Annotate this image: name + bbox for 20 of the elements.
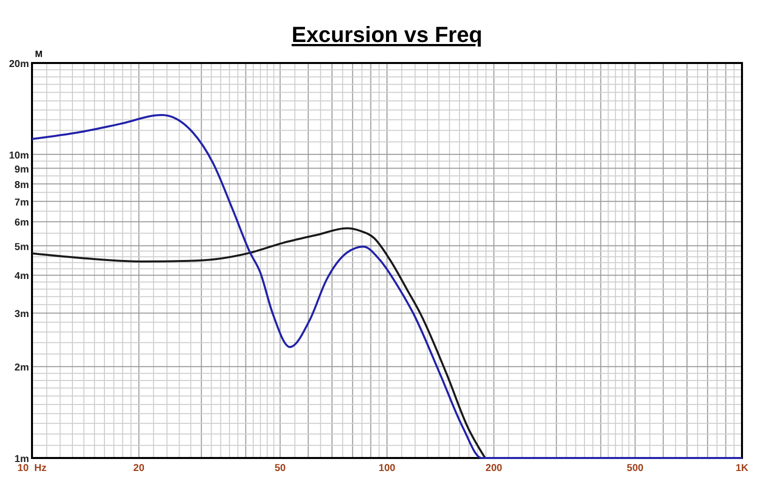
- y-tick-label: 5m: [14, 242, 30, 253]
- y-axis-title: M: [35, 49, 42, 59]
- y-tick-label: 7m: [14, 197, 30, 208]
- y-tick-label: 6m: [14, 218, 30, 229]
- x-tick-label: 10 Hz: [18, 463, 46, 474]
- y-tick-label: 1m: [14, 454, 30, 465]
- x-tick-label: 1K: [736, 463, 750, 474]
- y-tick-label: 4m: [14, 271, 30, 282]
- y-tick-label: 2m: [14, 362, 30, 374]
- y-tick-label: 8m: [14, 180, 30, 191]
- y-tick-label: 3m: [14, 309, 30, 320]
- x-tick-label: 500: [626, 463, 644, 474]
- x-tick-label: 50: [274, 463, 286, 474]
- chart-title: Excursion vs Freq: [292, 22, 482, 47]
- x-tick-label: 100: [378, 463, 396, 474]
- y-tick-label: 9m: [14, 164, 30, 176]
- x-tick-label: 200: [486, 463, 503, 474]
- y-tick-label: 10m: [8, 150, 30, 162]
- y-tick-label: 20m: [8, 59, 30, 70]
- x-tick-label: 20: [133, 463, 145, 474]
